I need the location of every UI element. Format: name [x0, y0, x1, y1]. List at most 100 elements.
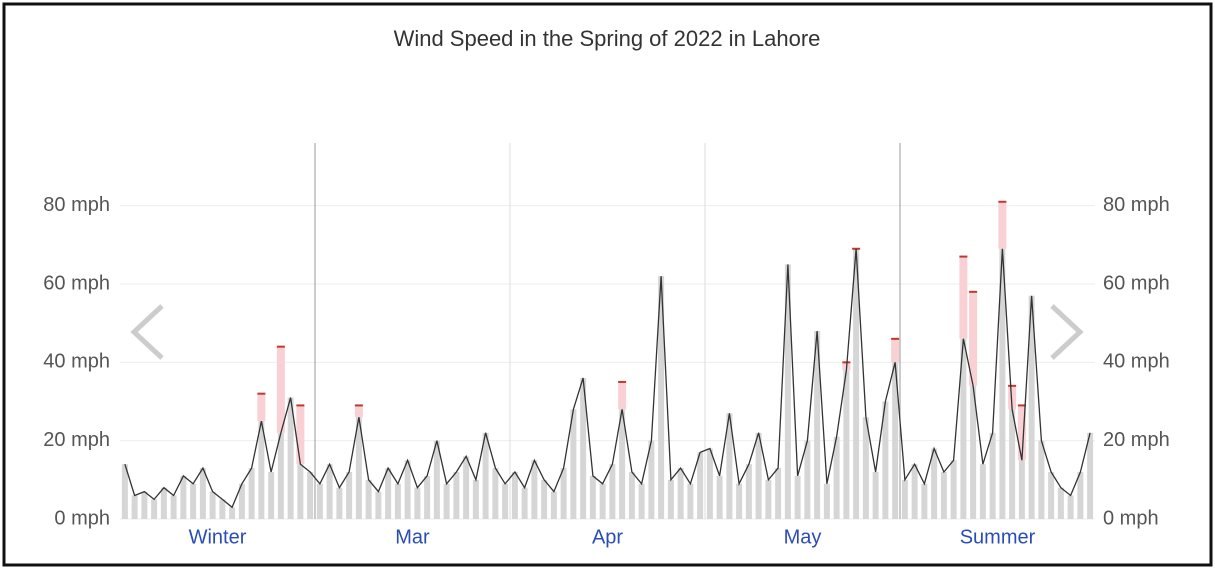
range-bar [1077, 472, 1084, 519]
y-tick-label: 60 mph [43, 272, 110, 294]
range-bar [219, 499, 226, 519]
range-bar [648, 440, 655, 519]
x-tick-label: May [784, 526, 822, 548]
range-bar [531, 460, 538, 519]
range-bar [872, 472, 879, 519]
range-bar [199, 468, 206, 519]
y2-tick-label: 0 mph [1103, 507, 1159, 529]
range-bar [511, 472, 518, 519]
range-bar [901, 479, 908, 519]
range-bar [443, 483, 450, 519]
y2-tick-label: 40 mph [1103, 351, 1170, 373]
range-bar [716, 475, 723, 519]
range-bar [833, 436, 840, 519]
range-bar [862, 417, 869, 519]
range-bar [550, 491, 557, 519]
range-bar [1048, 472, 1055, 519]
x-tick-label: Summer [960, 526, 1036, 548]
range-bar [307, 472, 314, 519]
gust-range [998, 201, 1007, 249]
range-bar [1028, 295, 1035, 519]
range-bar [268, 472, 275, 519]
range-bar [463, 456, 470, 519]
range-bar [541, 479, 548, 519]
gust-range [618, 381, 627, 410]
range-bar [277, 432, 284, 519]
range-bar [1038, 440, 1045, 519]
y-tick-label: 80 mph [43, 194, 110, 216]
range-bar [765, 479, 772, 519]
range-bar [287, 397, 294, 519]
range-bar [141, 491, 148, 519]
range-bar [580, 378, 587, 519]
range-bar [355, 417, 362, 519]
range-bar [804, 440, 811, 519]
range-bar [365, 479, 372, 519]
range-bar [784, 264, 791, 519]
range-bar [658, 276, 665, 519]
range-bar [414, 487, 421, 519]
wind-line [124, 248, 1091, 509]
range-bar [1057, 487, 1064, 519]
range-bar [911, 464, 918, 519]
range-bar [1087, 432, 1094, 519]
range-bar [687, 483, 694, 519]
range-bar [502, 483, 509, 519]
range-bar [482, 432, 489, 519]
range-bar [336, 487, 343, 519]
x-tick-label: Winter [189, 526, 247, 548]
range-bar [316, 483, 323, 519]
y-tick-label: 40 mph [43, 351, 110, 373]
range-bar [755, 432, 762, 519]
range-bar [775, 468, 782, 519]
range-bar [1009, 409, 1016, 519]
range-bar [706, 448, 713, 519]
range-bar [131, 495, 138, 519]
y2-tick-label: 20 mph [1103, 429, 1170, 451]
range-bar [1067, 495, 1074, 519]
range-bar [180, 475, 187, 519]
range-bar [999, 248, 1006, 519]
range-bar [989, 432, 996, 519]
range-bar [843, 370, 850, 519]
gust-range [891, 338, 900, 363]
range-bar [823, 483, 830, 519]
gust-range [257, 393, 266, 422]
range-bar [697, 452, 704, 519]
range-bar [570, 409, 577, 519]
range-bar [170, 495, 177, 519]
range-bar [424, 475, 431, 519]
range-bar [346, 472, 353, 519]
y-tick-label: 20 mph [43, 429, 110, 451]
range-bar [667, 479, 674, 519]
x-tick-label: Apr [592, 526, 623, 548]
range-bar [492, 468, 499, 519]
range-bar [238, 483, 245, 519]
range-bar [745, 464, 752, 519]
range-bar [619, 409, 626, 519]
range-bar [794, 475, 801, 519]
range-bar [1018, 460, 1025, 519]
range-bar [853, 248, 860, 519]
gust-range [959, 256, 968, 339]
range-bar [394, 483, 401, 519]
range-bar [160, 487, 167, 519]
range-bar [229, 507, 236, 519]
range-bar [375, 491, 382, 519]
range-bar [970, 385, 977, 519]
range-bar [453, 472, 460, 519]
x-tick-label: Mar [395, 526, 430, 548]
range-bar [190, 483, 197, 519]
range-bar [882, 401, 889, 519]
range-bar [677, 468, 684, 519]
range-bar [560, 468, 567, 519]
prev-arrow[interactable] [130, 304, 164, 360]
range-bar [609, 464, 616, 519]
range-bar [589, 475, 596, 519]
range-bar [209, 491, 216, 519]
gust-range [276, 346, 285, 433]
y-tick-label: 0 mph [54, 507, 110, 529]
next-arrow[interactable] [1050, 304, 1084, 360]
range-bar [326, 464, 333, 519]
